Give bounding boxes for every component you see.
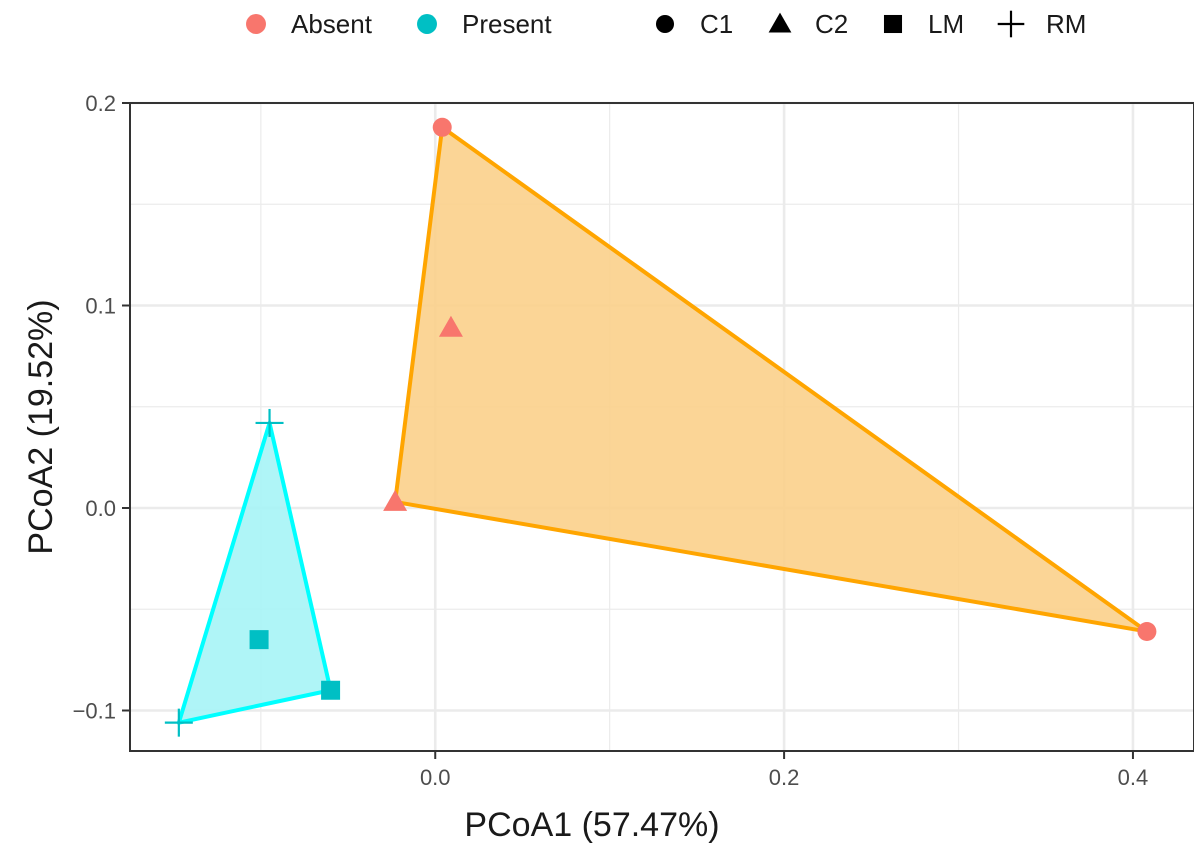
legend-label-lm: LM <box>928 9 964 39</box>
x-axis-title: PCoA1 (57.47%) <box>464 806 719 844</box>
y-tick-label: 0.1 <box>85 294 116 319</box>
hull-layer <box>176 125 1149 725</box>
point-absent-circle <box>432 117 452 137</box>
x-tick-label: 0.0 <box>420 765 451 790</box>
points-layer <box>164 117 1157 737</box>
hull-absent <box>393 125 1149 634</box>
point-present-square <box>249 630 269 650</box>
x-tick-label: 0.2 <box>769 765 800 790</box>
legend-label-absent: Absent <box>291 9 373 39</box>
legend: Absent Present C1 C2 LM RM <box>246 9 1086 39</box>
y-tick-label: 0.2 <box>85 91 116 116</box>
legend-shape-key-lm <box>883 14 903 34</box>
legend-label-present: Present <box>462 9 552 39</box>
point-present-plus <box>255 408 284 437</box>
hull-present <box>176 420 333 725</box>
legend-color-key-absent <box>246 14 266 34</box>
point-present-square <box>321 680 341 700</box>
legend-label-c1: C1 <box>700 9 733 39</box>
x-axis-ticks: 0.0 0.2 0.4 <box>420 751 1148 790</box>
point-absent-triangle <box>383 489 408 511</box>
legend-label-c2: C2 <box>815 9 848 39</box>
y-tick-label: 0.0 <box>85 496 116 521</box>
legend-shape-key-c1 <box>655 14 675 34</box>
y-axis-ticks: −0.1 0.0 0.1 0.2 <box>73 91 130 724</box>
y-tick-label: −0.1 <box>73 699 116 724</box>
panel-border <box>129 102 1194 752</box>
legend-shape-key-rm <box>997 10 1025 38</box>
point-absent-triangle <box>438 315 463 337</box>
legend-color-key-present <box>417 14 437 34</box>
legend-label-rm: RM <box>1046 9 1086 39</box>
y-axis-title: PCoA2 (19.52%) <box>22 299 60 554</box>
legend-shape-key-c2 <box>768 12 792 33</box>
x-tick-label: 0.4 <box>1118 765 1149 790</box>
point-absent-circle <box>1137 622 1157 642</box>
point-present-plus <box>164 708 193 737</box>
